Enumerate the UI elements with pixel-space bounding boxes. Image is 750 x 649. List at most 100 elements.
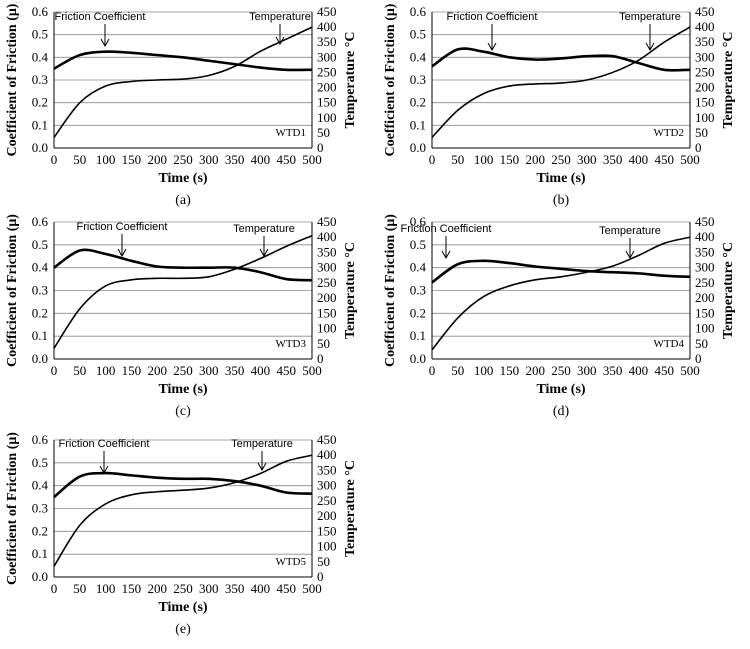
y2-tick-label: 0 bbox=[317, 569, 324, 584]
temperature-arrow-head bbox=[275, 36, 285, 46]
x-tick-label: 250 bbox=[551, 363, 571, 378]
temperature-curve bbox=[431, 26, 691, 138]
y2-tick-label: 450 bbox=[317, 214, 337, 229]
x-tick-label: 500 bbox=[302, 581, 322, 596]
y2-axis-title: Temperature °C bbox=[343, 242, 358, 339]
y2-tick-label: 250 bbox=[317, 275, 337, 290]
x-tick-label: 50 bbox=[451, 152, 464, 167]
y-tick-label: 0.0 bbox=[32, 351, 48, 366]
y-axis-title: Coefficient of Friction (μ) bbox=[383, 3, 398, 156]
panel-label: (d) bbox=[553, 404, 570, 419]
y-tick-label: 0.5 bbox=[32, 237, 48, 252]
x-tick-label: 200 bbox=[525, 152, 545, 167]
y2-tick-label: 100 bbox=[317, 110, 337, 125]
y2-tick-label: 50 bbox=[695, 336, 708, 351]
panel-label: (c) bbox=[175, 404, 191, 419]
y-tick-label: 0.3 bbox=[32, 283, 48, 298]
x-tick-label: 350 bbox=[603, 363, 623, 378]
y-axis-title: Coefficient of Friction (μ) bbox=[5, 432, 20, 585]
x-tick-label: 350 bbox=[603, 152, 623, 167]
y2-tick-label: 150 bbox=[317, 95, 337, 110]
x-tick-label: 100 bbox=[474, 363, 494, 378]
x-tick-label: 0 bbox=[51, 363, 58, 378]
y-tick-label: 0.4 bbox=[410, 49, 427, 64]
chart-panel-wtd2: 0.00.10.20.30.40.50.60501001502002503003… bbox=[383, 3, 736, 208]
friction-arrow-head bbox=[99, 465, 109, 475]
y2-tick-label: 150 bbox=[695, 95, 715, 110]
y-tick-label: 0.3 bbox=[410, 72, 426, 87]
panel-label: (a) bbox=[175, 193, 191, 208]
y2-tick-label: 450 bbox=[317, 432, 337, 447]
x-tick-label: 200 bbox=[147, 581, 167, 596]
x-tick-label: 100 bbox=[96, 152, 116, 167]
x-tick-label: 500 bbox=[302, 152, 322, 167]
y-tick-label: 0.6 bbox=[410, 4, 427, 19]
y2-tick-label: 0 bbox=[317, 140, 324, 155]
x-axis-title: Time (s) bbox=[158, 600, 207, 615]
temperature-annotation: Temperature bbox=[231, 438, 293, 450]
panel-label: (e) bbox=[175, 622, 191, 637]
friction-arrow-head bbox=[441, 250, 451, 260]
x-tick-label: 200 bbox=[525, 363, 545, 378]
temperature-annotation: Temperature bbox=[619, 11, 681, 23]
y-tick-label: 0.4 bbox=[410, 260, 427, 275]
friction-curve bbox=[53, 471, 313, 499]
temperature-annotation: Temperature bbox=[599, 225, 661, 237]
y2-tick-label: 100 bbox=[695, 321, 715, 336]
y-axis-title: Coefficient of Friction (μ) bbox=[5, 3, 20, 156]
y-tick-label: 0.5 bbox=[410, 237, 426, 252]
x-tick-label: 50 bbox=[451, 363, 464, 378]
x-axis-title: Time (s) bbox=[536, 382, 585, 397]
friction-annotation: Friction Coefficient bbox=[55, 11, 146, 23]
y2-tick-label: 200 bbox=[317, 290, 337, 305]
x-tick-label: 500 bbox=[680, 152, 700, 167]
x-tick-label: 50 bbox=[73, 581, 86, 596]
friction-arrow-head bbox=[100, 38, 110, 48]
y2-tick-label: 50 bbox=[317, 336, 330, 351]
y-axis-title: Coefficient of Friction (μ) bbox=[5, 214, 20, 367]
x-tick-label: 0 bbox=[51, 152, 58, 167]
x-tick-label: 450 bbox=[276, 363, 296, 378]
y2-tick-label: 400 bbox=[317, 447, 337, 462]
friction-arrow-head bbox=[117, 248, 127, 258]
y2-tick-label: 250 bbox=[695, 275, 715, 290]
x-tick-label: 100 bbox=[96, 363, 116, 378]
x-tick-label: 350 bbox=[225, 363, 245, 378]
y2-tick-label: 250 bbox=[317, 493, 337, 508]
y-tick-label: 0.4 bbox=[32, 49, 49, 64]
y2-axis-title: Temperature °C bbox=[343, 32, 358, 129]
x-tick-label: 50 bbox=[73, 152, 86, 167]
x-tick-label: 300 bbox=[199, 363, 219, 378]
x-tick-label: 150 bbox=[122, 152, 142, 167]
y-tick-label: 0.4 bbox=[32, 478, 49, 493]
y2-tick-label: 100 bbox=[317, 539, 337, 554]
temperature-annotation: Temperature bbox=[233, 223, 295, 235]
y2-tick-label: 450 bbox=[695, 214, 715, 229]
y2-tick-label: 150 bbox=[317, 523, 337, 538]
y-tick-label: 0.0 bbox=[32, 140, 48, 155]
y2-tick-label: 350 bbox=[317, 244, 337, 259]
y2-tick-label: 100 bbox=[695, 110, 715, 125]
y2-tick-label: 300 bbox=[317, 478, 337, 493]
y2-tick-label: 350 bbox=[317, 34, 337, 49]
panel-label: (b) bbox=[553, 193, 570, 208]
y2-tick-label: 350 bbox=[317, 462, 337, 477]
x-tick-label: 250 bbox=[173, 581, 193, 596]
y-tick-label: 0.2 bbox=[410, 95, 426, 110]
x-tick-label: 450 bbox=[276, 152, 296, 167]
x-tick-label: 200 bbox=[147, 363, 167, 378]
y-tick-label: 0.1 bbox=[32, 546, 48, 561]
temperature-arrow-head bbox=[625, 250, 635, 260]
temperature-curve bbox=[53, 26, 313, 138]
y-tick-label: 0.2 bbox=[32, 305, 48, 320]
x-tick-label: 0 bbox=[429, 363, 436, 378]
friction-curve bbox=[431, 259, 691, 284]
y-tick-label: 0.4 bbox=[32, 260, 49, 275]
x-tick-label: 500 bbox=[680, 363, 700, 378]
chart-panel-wtd3: 0.00.10.20.30.40.50.60501001502002503003… bbox=[5, 214, 358, 419]
temperature-curve bbox=[53, 234, 313, 349]
x-tick-label: 450 bbox=[276, 581, 296, 596]
y2-tick-label: 400 bbox=[317, 229, 337, 244]
x-tick-label: 150 bbox=[122, 581, 142, 596]
